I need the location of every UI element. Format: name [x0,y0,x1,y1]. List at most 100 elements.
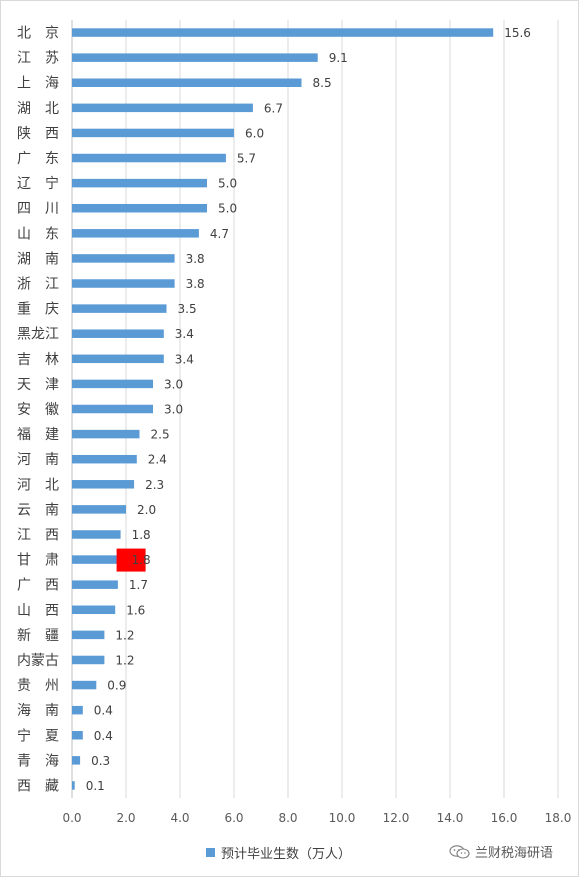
watermark: 兰财税海研语 [449,842,553,861]
category-label: 青 海 [17,753,59,769]
bar [72,454,137,464]
data-label: 0.4 [94,729,113,743]
x-tick-label: 10.0 [329,811,356,825]
data-label: 1.2 [115,628,134,642]
bar [72,254,175,263]
bar [72,756,81,765]
bar [72,530,121,539]
legend-swatch [206,847,215,857]
data-label: 2.3 [145,478,164,492]
legend: 预计毕业生数（万人） [206,843,352,862]
bar [72,555,121,564]
category-label: 湖 南 [17,251,59,267]
data-label: 0.4 [94,704,113,718]
category-label: 浙 江 [17,277,59,293]
legend-label: 预计毕业生数（万人） [221,846,352,862]
category-label: 四 川 [17,201,59,217]
data-label: 2.0 [137,503,156,517]
highlight-box [116,548,146,572]
bar [72,404,153,414]
category-label: 北 京 [17,26,59,42]
x-tick-label: 14.0 [437,811,464,825]
data-label: 9.1 [329,51,348,65]
category-label: 海 南 [17,703,59,719]
category-label: 重 庆 [17,302,59,318]
category-label: 宁 夏 [17,727,59,744]
data-label: 4.7 [210,227,229,241]
data-label: 0.3 [91,754,110,768]
data-label: 3.4 [175,327,194,341]
bar [72,630,105,640]
bar [72,229,199,238]
x-tick-label: 18.0 [545,811,572,825]
bar [72,705,83,715]
category-label: 内蒙古 [17,653,59,669]
bar [72,78,302,87]
wechat-icon [449,844,470,859]
x-tick-label: 2.0 [116,811,135,825]
bar [72,354,164,364]
bar [72,505,126,514]
x-tick-label: 8.0 [278,811,297,825]
category-label: 广 西 [17,578,59,594]
data-label: 3.0 [164,403,183,417]
category-label: 吉 林 [17,352,59,368]
data-label: 2.4 [148,453,167,467]
data-label: 1.8 [132,528,151,542]
bar [72,304,167,313]
bar [72,680,97,690]
category-label: 江 苏 [17,51,59,67]
bar [72,28,494,37]
data-label: 3.8 [186,252,205,266]
x-tick-label: 16.0 [491,811,518,825]
data-label: 3.0 [164,377,183,391]
category-label: 福 建 [17,427,59,443]
category-label: 贵 州 [17,678,59,694]
data-label: 0.1 [86,779,105,793]
bar [72,781,75,790]
data-label: 1.7 [129,578,148,592]
data-label: 5.7 [237,152,256,166]
data-label: 15.6 [504,26,531,40]
category-label: 西 藏 [17,778,59,794]
bar [72,53,318,62]
category-label: 山 东 [17,226,59,242]
category-label: 湖 北 [17,101,59,117]
bar [72,103,253,113]
bar [72,178,207,188]
bar [72,731,83,740]
category-label: 河 南 [17,452,59,468]
category-label: 河 北 [17,477,59,493]
data-label: 1.6 [126,603,145,617]
bar [72,153,226,163]
bar [72,379,153,389]
bar [72,655,105,665]
data-label: 1.8 [132,553,151,567]
data-label: 8.5 [313,76,332,90]
data-label: 3.8 [186,277,205,291]
category-label: 山 西 [17,603,59,619]
category-label: 上 海 [17,76,59,92]
data-label: 5.0 [218,202,237,216]
category-label: 新 疆 [17,628,59,644]
bar [72,279,175,288]
watermark-text: 兰财税海研语 [475,846,554,861]
category-label: 甘 肃 [17,553,59,569]
bar [72,329,164,338]
x-tick-label: 6.0 [224,811,243,825]
category-label: 辽 宁 [17,175,59,192]
data-label: 6.7 [264,101,283,115]
category-label: 陕 西 [17,126,59,142]
category-label: 江 西 [17,527,59,543]
bar [72,128,234,138]
data-label: 1.2 [115,653,134,667]
x-tick-label: 12.0 [383,811,410,825]
data-label: 3.4 [175,352,194,366]
bar [72,203,207,213]
bar [72,580,118,589]
x-tick-label: 0.0 [62,811,81,825]
category-label: 黑龙江 [17,327,59,343]
category-label: 云 南 [17,502,59,518]
bar [72,480,135,489]
